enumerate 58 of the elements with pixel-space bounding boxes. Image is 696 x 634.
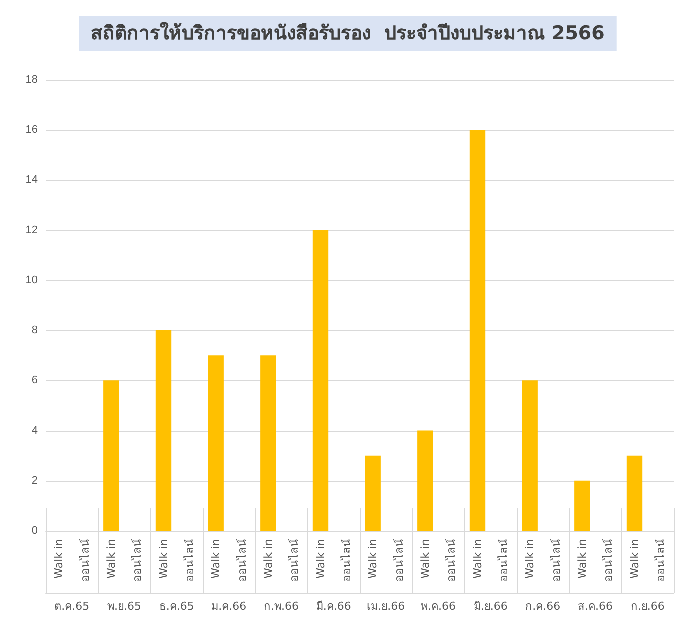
text: Walk in xyxy=(314,539,328,579)
x-tick-label: ธ.ค.65 xyxy=(159,600,194,613)
y-tick-label: 12 xyxy=(26,224,38,236)
text: ออนไลน์ xyxy=(131,539,144,582)
bar xyxy=(208,356,224,531)
y-tick-label: 14 xyxy=(26,174,38,186)
y-tick-label: 18 xyxy=(26,74,38,86)
text: Walk in xyxy=(524,539,537,579)
text: Walk in xyxy=(104,538,118,579)
bar xyxy=(626,456,643,531)
bar xyxy=(312,230,329,531)
y-tick-label: 2 xyxy=(32,474,38,487)
x-tick-label: ก.พ.66 xyxy=(264,600,299,613)
text: ออนไลน์ xyxy=(654,539,668,582)
y-tick-label: 6 xyxy=(32,374,38,387)
text: Walk in xyxy=(210,539,223,579)
bar xyxy=(574,480,590,531)
x-tick-label: ม.ค.66 xyxy=(212,600,247,613)
text: Walk in xyxy=(52,539,66,579)
text: ออนไลน์ xyxy=(183,539,196,582)
x-tick-label: เม.ย.66 xyxy=(367,600,406,613)
x-tick-label: พ.ค.66 xyxy=(421,600,456,613)
x-tick-label: ก.ย.66 xyxy=(630,600,665,613)
bar xyxy=(522,380,538,531)
chart-title: สถิติการให้บริการขอหนังสือรับรอง ประจำปีงบประมาณ 2566 xyxy=(91,22,605,44)
text: ออนไลน์ xyxy=(236,539,249,582)
y-tick-label: 4 xyxy=(32,424,38,437)
y-tick-label: 10 xyxy=(26,274,38,286)
bar xyxy=(104,380,120,531)
text: Walk in xyxy=(628,539,642,579)
text: Walk in xyxy=(366,539,380,579)
text: Walk in xyxy=(157,539,170,579)
bar xyxy=(418,430,434,531)
text: Walk in xyxy=(262,539,275,579)
x-tick-label: ต.ค.65 xyxy=(54,600,90,613)
text: ออนไลน์ xyxy=(497,539,510,582)
text: ออนไลน์ xyxy=(445,539,458,582)
text: ออนไลน์ xyxy=(550,539,563,582)
text: Walk in xyxy=(471,539,484,579)
text: ออนไลน์ xyxy=(392,539,406,582)
x-tick-label: ก.ค.66 xyxy=(526,600,561,613)
x-tick-label: ส.ค.66 xyxy=(578,600,613,613)
text: ออนไลน์ xyxy=(288,539,302,582)
bar xyxy=(470,130,486,531)
text: ออนไลน์ xyxy=(340,539,354,582)
bar xyxy=(260,356,276,531)
text: Walk in xyxy=(576,539,589,579)
x-tick-label: มิ.ย.66 xyxy=(474,600,508,613)
x-tick-label: พ.ย.65 xyxy=(108,600,142,613)
y-tick-label: 0 xyxy=(32,525,38,537)
text: ออนไลน์ xyxy=(602,539,616,582)
bar xyxy=(156,330,172,531)
y-tick-label: 16 xyxy=(26,124,38,136)
text: ออนไลน์ xyxy=(78,539,92,582)
bar xyxy=(365,456,381,531)
x-tick-label: มี.ค.66 xyxy=(316,600,352,613)
text: Walk in xyxy=(418,539,432,579)
y-tick-label: 8 xyxy=(32,324,38,337)
